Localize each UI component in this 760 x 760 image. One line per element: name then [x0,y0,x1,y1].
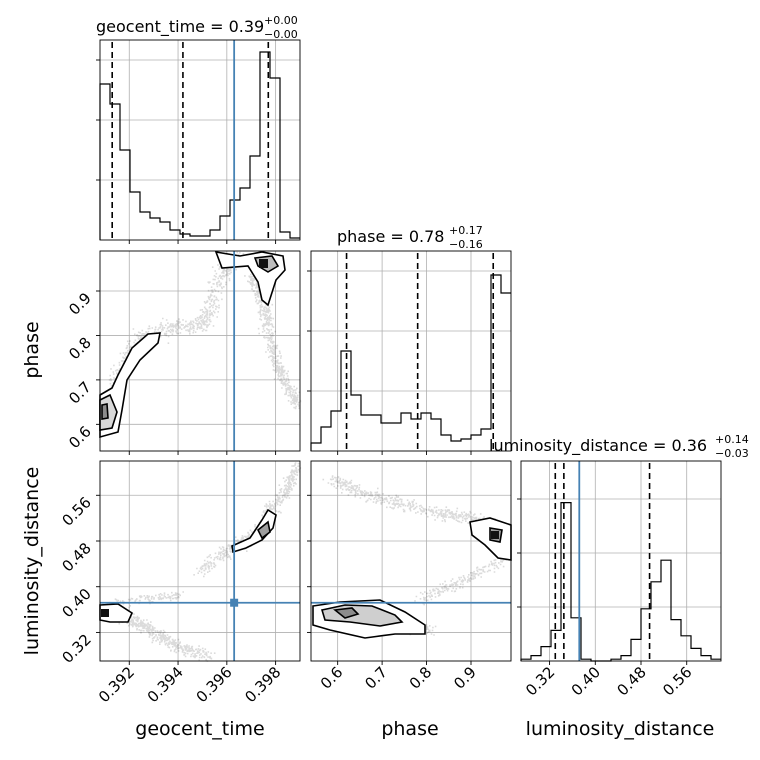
diag-phase-frame [310,250,512,452]
lumdist-vs-phase-scatter-mid [414,547,511,606]
x-axis-label-geocent-time: geocent_time [135,718,264,740]
title-phase: phase = 0.78 +0.17 −0.16 [337,224,483,251]
y-axis-label-luminosity-distance: luminosity_distance [21,467,43,656]
lumdist-vs-phase-density-peak [491,531,499,539]
lumdist-vs-geocent-density-peak [101,609,109,617]
phase-vs-geocent-scatter-left [100,251,248,421]
diag-geocent-frame [99,39,301,241]
lumdist-vs-geocent-scatter-lower [102,607,216,662]
left-lumdist-ytick-label-3: 0.56 [58,493,94,529]
phase-vs-geocent-contour-core-1 [101,403,109,420]
diag-lumdist-frame [520,460,722,662]
lumdist-vs-geocent-scatter-upper [193,462,302,578]
title-geocent-time-plus: +0.00 [264,14,298,27]
title-luminosity-distance: luminosity_distance = 0.36 +0.14 −0.03 [489,433,749,460]
bottom-lumdist-xtick-label-2: 0.48 [613,663,649,699]
bottom-geocent-xtick-label-2: 0.396 [193,663,236,706]
left-phase-ytick-label-1: 0.7 [65,378,95,408]
bottom-lumdist-xtick-label-1: 0.40 [568,663,604,699]
title-phase-label: phase = 0.78 [337,227,444,246]
lumdist-vs-phase-contour-core-2 [333,607,360,619]
scatter-layer [100,251,511,662]
bottom-phase-xtick-label-0: 0.6 [317,663,347,693]
lumdist-vs-phase-scatter-upper [322,475,508,539]
lumdist-vs-geocent-frame [99,460,301,662]
y-axis-label-phase: phase [21,321,43,378]
lumdist-vs-geocent-contour-inner-1 [256,520,271,540]
diag-geocent-histogram [99,51,300,240]
phase-vs-geocent-frame [99,250,301,452]
bottom-lumdist-xtick-label-0: 0.32 [522,663,558,699]
tick-labels-layer: 0.392 0.394 0.396 0.398 0.6 0.7 0.8 0.9 0.32 0.40… [58,289,695,706]
left-phase-ytick-label-3: 0.9 [65,289,95,319]
bottom-geocent-xtick-label-1: 0.394 [144,663,187,706]
left-lumdist-ytick-label-2: 0.48 [58,539,94,575]
bottom-phase-xtick-label-2: 0.8 [406,663,436,693]
lumdist-vs-geocent-scatter-faint [102,591,184,611]
phase-vs-geocent-density-peak [259,259,268,268]
diag-lumdist-histogram [520,502,721,662]
left-phase-ytick-label-2: 0.8 [65,334,95,364]
title-phase-plus: +0.17 [449,224,483,237]
title-luminosity-distance-plus: +0.14 [715,433,749,446]
title-geocent-time-label: geocent_time = 0.39 [96,17,264,37]
left-lumdist-ytick-label-0: 0.32 [58,631,94,667]
left-lumdist-ytick-label-1: 0.40 [58,585,94,621]
axes-layer [96,39,722,665]
lumdist-vs-phase-frame [310,460,512,662]
bottom-geocent-xtick-label-0: 0.392 [95,663,138,706]
data-layer [99,40,721,662]
title-luminosity-distance-minus: −0.03 [715,447,749,460]
x-axis-label-luminosity-distance: luminosity_distance [526,718,715,740]
left-phase-ytick-label-0: 0.6 [65,422,95,452]
title-phase-minus: −0.16 [449,238,483,251]
bottom-geocent-xtick-label-3: 0.398 [241,663,284,706]
lumdist-vs-geocent-truth-marker [230,598,239,607]
phase-vs-geocent-scatter-right [244,265,302,410]
lumdist-vs-geocent-contour-outer-1 [231,508,277,554]
bottom-phase-xtick-label-1: 0.7 [361,663,391,693]
grid-layer [100,40,721,661]
x-axis-label-phase: phase [381,718,438,740]
diag-phase-histogram [310,274,511,451]
title-geocent-time: geocent_time = 0.39 +0.00 −0.00 [96,14,298,41]
bottom-lumdist-xtick-label-3: 0.56 [659,663,695,699]
bottom-phase-xtick-label-3: 0.9 [450,663,480,693]
title-geocent-time-minus: −0.00 [264,28,298,41]
title-luminosity-distance-label: luminosity_distance = 0.36 [489,436,707,456]
